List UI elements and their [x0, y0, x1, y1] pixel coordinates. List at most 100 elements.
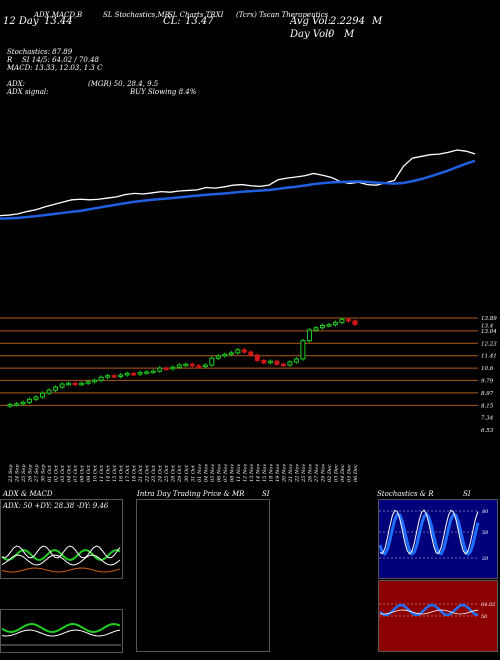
candle-body — [137, 372, 143, 375]
price-tick-label: 11.41 — [481, 354, 497, 360]
date-tick-label: 14 Oct — [106, 464, 112, 482]
indicators-tab[interactable]: SL Stochastics,MR — [103, 11, 170, 19]
date-tick-label: 08 Oct — [80, 464, 86, 482]
candle-body — [33, 396, 39, 400]
price-tick-label: 13.89 — [481, 316, 497, 322]
adx-macd-title: ADX & MACD — [3, 490, 53, 498]
date-tick-label: 18 Oct — [132, 464, 138, 482]
date-tick-label: 29 Nov — [320, 464, 326, 483]
candle-body — [235, 349, 241, 354]
candle-body — [157, 367, 163, 372]
buy-signal: BUY Slowing 8.4% — [130, 88, 197, 96]
close-label: CL: — [163, 16, 181, 27]
r-label: R — [7, 56, 13, 64]
date-tick-label: 19 Nov — [275, 464, 281, 482]
macd-signal-line — [1, 629, 121, 637]
rsi-signal-line — [379, 609, 479, 615]
date-tick-label: 25 Sep — [21, 464, 27, 483]
date-tick-label: 02 Oct — [54, 464, 60, 482]
candle-body — [20, 401, 26, 405]
rsi-tick-label: 50 — [481, 614, 488, 620]
date-tick-label: 02 Dec — [327, 464, 333, 482]
rsi-line — [379, 603, 479, 617]
candle-body — [40, 392, 46, 398]
price-tick-label: 8.15 — [481, 403, 494, 409]
stoch-d-line — [379, 509, 479, 555]
candle-body — [98, 376, 104, 381]
candle-body — [326, 324, 332, 327]
candle-body — [241, 349, 247, 353]
candle-body — [345, 318, 351, 322]
candle-body — [14, 403, 20, 406]
candle-body — [267, 360, 273, 364]
date-tick-label: 05 Dec — [346, 464, 352, 482]
candle-body — [280, 363, 286, 367]
date-tick-label: 17 Oct — [125, 464, 131, 482]
price-tick-label: 6.53 — [481, 428, 494, 434]
candle-body — [79, 382, 85, 386]
candle-body — [27, 398, 33, 403]
candle-body — [209, 357, 215, 366]
day-vol-unit: M — [344, 29, 355, 40]
candle-body — [300, 340, 306, 360]
date-tick-label: 21 Oct — [138, 464, 144, 483]
price-tick-label: 8.97 — [481, 391, 494, 397]
stochastics-readout: Stochastics: 87.89 — [7, 48, 73, 56]
date-tick-label: 27 Nov — [314, 464, 320, 483]
date-tick-label: 16 Oct — [119, 464, 125, 482]
date-tick-label: 13 Nov — [249, 464, 255, 482]
date-tick-label: 04 Oct — [67, 464, 73, 482]
close-price-line — [0, 149, 476, 217]
candle-body — [7, 404, 13, 407]
date-tick-label: 10 Oct — [93, 464, 99, 482]
candle-body — [313, 327, 319, 331]
day-vol-label: Day Vol: — [290, 29, 332, 40]
candle-body — [170, 366, 176, 370]
date-tick-label: 26 Sep — [28, 464, 34, 483]
date-tick-label: 11 Oct — [99, 464, 105, 482]
ma-label: SL Charts TRXI — [168, 11, 224, 19]
si-readout: SI 14/5: 64.02 / 70.48 — [22, 56, 99, 64]
date-tick-label: 05 Nov — [210, 464, 216, 482]
date-tick-label: 15 Oct — [112, 464, 118, 482]
date-tick-label: 23 Sep — [8, 464, 14, 483]
rsi-panel — [378, 580, 498, 652]
candle-body — [131, 372, 137, 376]
date-tick-label: 29 Oct — [177, 464, 183, 483]
candle-body — [150, 370, 156, 374]
candle-body — [124, 372, 130, 376]
date-tick-label: 01 Nov — [197, 464, 203, 482]
date-tick-label: 14 Nov — [255, 464, 261, 482]
date-tick-label: 07 Oct — [73, 464, 79, 482]
date-tick-label: 11 Nov — [236, 464, 242, 482]
adx-line — [1, 548, 121, 562]
date-tick-label: 03 Oct — [60, 464, 66, 482]
candle-body — [144, 371, 150, 374]
date-tick-label: 07 Nov — [223, 464, 229, 482]
stoch-tick-label: 80 — [482, 509, 489, 515]
date-tick-label: 04 Nov — [203, 464, 209, 482]
candle-body — [254, 354, 260, 361]
date-tick-label: 24 Oct — [158, 464, 164, 483]
date-tick-label: 15 Nov — [262, 464, 268, 482]
candle-body — [215, 355, 221, 359]
candle-body — [332, 321, 338, 326]
candle-body — [163, 367, 169, 371]
stoch-k-line — [378, 511, 480, 557]
avg-vol-value: 2.2294 — [330, 16, 365, 27]
stoch-tick-label: 50 — [482, 530, 489, 536]
stoch-si: SI — [463, 490, 471, 498]
minus-di-line — [1, 554, 121, 566]
candle-body — [339, 318, 345, 323]
date-tick-label: 30 Oct — [184, 464, 190, 482]
date-tick-label: 25 Oct — [164, 464, 170, 483]
date-tick-label: 06 Dec — [353, 464, 359, 482]
date-tick-label: 06 Nov — [216, 464, 222, 482]
macd-readout: MACD: 13.33, 12.03, 1.3 C — [7, 64, 103, 72]
date-tick-label: 09 Oct — [86, 464, 92, 482]
candle-body — [189, 363, 195, 367]
macd-panel — [0, 609, 123, 653]
candle-body — [248, 351, 254, 356]
macd-line — [1, 622, 121, 634]
